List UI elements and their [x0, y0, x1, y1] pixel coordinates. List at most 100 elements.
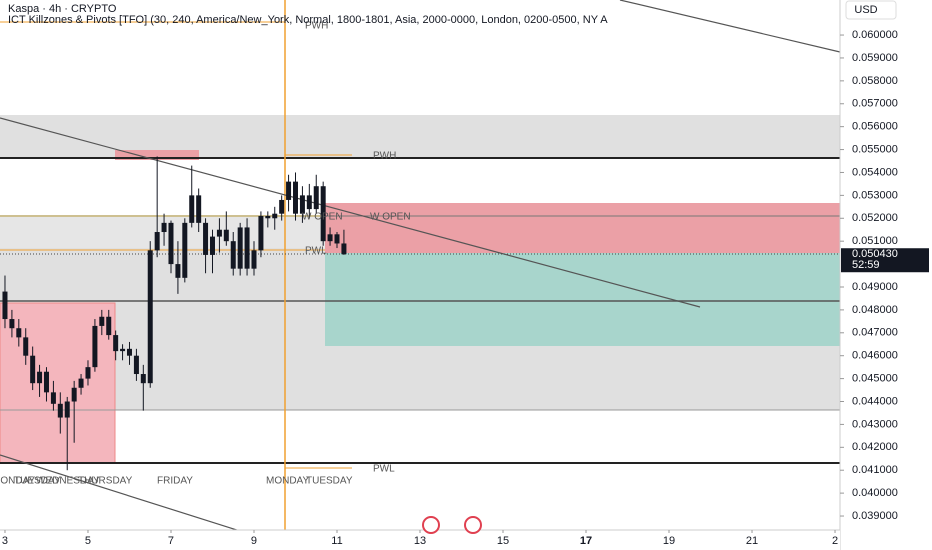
- candle-body: [299, 195, 305, 214]
- day-label: TUESDAY: [306, 476, 353, 487]
- candle-body: [43, 371, 49, 393]
- candle-body: [258, 215, 264, 251]
- candle-body: [92, 325, 98, 368]
- candle-body: [16, 328, 22, 338]
- y-tick-label: 0.041000: [852, 464, 898, 476]
- axis-labels: 0.039000 0.040000 0.041000 0.042000 0.043000…: [2, 29, 929, 547]
- candle-body: [223, 229, 229, 242]
- candle-body: [99, 316, 105, 326]
- candle-body: [251, 250, 257, 269]
- killzone-box: [0, 302, 116, 464]
- annotation: PWH: [373, 151, 396, 162]
- x-tick-label: 11: [331, 535, 342, 547]
- trend-line: [619, 0, 841, 53]
- x-tick-label: 9: [251, 535, 257, 547]
- annotation: PWH: [305, 21, 328, 32]
- candle-body: [126, 348, 132, 356]
- candle-body: [196, 195, 202, 223]
- candle-body: [9, 319, 15, 329]
- y-tick-label: 0.060000: [852, 29, 898, 41]
- y-tick-label: 0.047000: [852, 327, 898, 339]
- candles: [2, 156, 347, 471]
- time-axis: [0, 530, 840, 550]
- candle-body: [182, 222, 188, 278]
- day-label: THURSDAY: [78, 476, 133, 487]
- candle-body: [154, 232, 160, 251]
- y-tick-label: 0.042000: [852, 441, 898, 453]
- candle-body: [306, 195, 312, 210]
- candle-body: [292, 181, 298, 214]
- candle-body: [64, 401, 70, 418]
- y-tick-label: 0.049000: [852, 281, 898, 293]
- candle-body: [230, 241, 236, 269]
- x-tick-label: 19: [663, 535, 675, 547]
- y-tick-label: 0.048000: [852, 304, 898, 316]
- candle-body: [140, 374, 146, 384]
- candle-body: [175, 264, 181, 278]
- y-tick-label: 0.039000: [852, 510, 898, 522]
- candle-body: [327, 234, 333, 242]
- countdown: 52:59: [852, 259, 880, 271]
- event-icon[interactable]: [464, 516, 482, 534]
- candle-body: [189, 195, 195, 223]
- day-label: MONDAY: [0, 476, 35, 487]
- candle-body: [334, 234, 340, 244]
- candle-body: [113, 335, 119, 352]
- candle-body: [272, 213, 278, 219]
- y-tick-label: 0.055000: [852, 143, 898, 155]
- candle-body: [265, 215, 271, 219]
- candle-body: [147, 250, 153, 384]
- candle-body: [85, 367, 91, 379]
- target-zone: [325, 253, 840, 346]
- last-price-tag: [841, 248, 929, 273]
- candle-body: [341, 243, 347, 255]
- event-icon[interactable]: [422, 516, 440, 534]
- candle-body: [78, 378, 84, 388]
- candle-body: [133, 355, 139, 375]
- candle-body: [203, 222, 209, 255]
- candle-body: [320, 186, 326, 242]
- y-tick-label: 0.052000: [852, 212, 898, 224]
- trend-line: [0, 117, 701, 308]
- candle-body: [30, 355, 36, 384]
- y-tick-label: 0.053000: [852, 189, 898, 201]
- candle-body: [279, 199, 285, 214]
- candle-body: [216, 229, 222, 237]
- candle-body: [57, 403, 63, 418]
- candle-body: [2, 291, 8, 320]
- day-label: MONDAY: [266, 476, 309, 487]
- x-tick-label: 15: [497, 535, 509, 547]
- chart-title: Kaspa · 4h · CRYPTO: [8, 3, 117, 15]
- price-axis: [840, 0, 932, 550]
- currency: USD: [854, 4, 877, 16]
- x-tick-label: 7: [168, 535, 174, 547]
- candle-body: [286, 181, 292, 200]
- annotation: W OPEN: [370, 212, 411, 223]
- x-tick-label: 2: [832, 535, 838, 547]
- day-label: FRIDAY: [157, 476, 193, 487]
- last-price-label: 0.050430: [852, 248, 898, 260]
- y-tick-label: 0.043000: [852, 418, 898, 430]
- candle-body: [23, 337, 29, 356]
- candle-body: [244, 227, 250, 269]
- candle-body: [161, 222, 167, 233]
- y-tick-label: 0.040000: [852, 487, 898, 499]
- x-tick-label: 5: [85, 535, 91, 547]
- y-tick-label: 0.058000: [852, 75, 898, 87]
- day-label: TUESDAY: [14, 476, 61, 487]
- stop-zone: [325, 203, 840, 253]
- y-tick-label: 0.057000: [852, 98, 898, 110]
- x-tick-label: 21: [746, 535, 758, 547]
- candle-body: [71, 387, 77, 402]
- candle-body: [237, 227, 243, 269]
- candle-body: [209, 236, 215, 255]
- currency-button[interactable]: [845, 0, 897, 20]
- candle-body: [120, 348, 126, 352]
- x-tick-label: 13: [414, 535, 426, 547]
- candle-body: [313, 186, 319, 210]
- x-tick-label: 17: [580, 535, 592, 547]
- annotation: PWL: [373, 464, 395, 475]
- annotation: W OPEN: [302, 212, 343, 223]
- annotation: PWL: [305, 246, 327, 257]
